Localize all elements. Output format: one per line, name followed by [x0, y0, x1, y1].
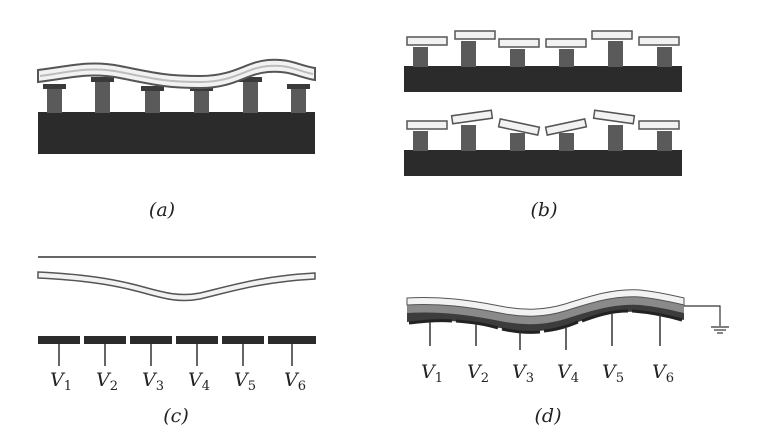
segment-b4-top	[545, 38, 587, 48]
actuator-a5	[243, 82, 258, 113]
voltage-label-c2: V2	[96, 369, 118, 394]
cap-a3	[141, 86, 164, 91]
electrode-d4	[543, 320, 579, 333]
mirror-facesheet-a-shade	[39, 64, 314, 84]
segmented-mirror-piston	[404, 30, 682, 92]
actuator-b4-bottom	[559, 133, 574, 151]
voltage-label-d1: V1	[421, 361, 443, 386]
ground-connection-d	[684, 305, 729, 334]
electrode-c1	[38, 336, 80, 344]
segment-b3-bottom	[497, 118, 541, 136]
segment-b1-bottom	[406, 120, 448, 130]
voltage-labels-c: V1 V2 V3 V4 V5 V6	[50, 369, 306, 394]
electrode-c4	[176, 336, 218, 344]
membrane-c	[37, 271, 316, 302]
segment-b2-bottom	[450, 109, 494, 125]
electrode-c5	[222, 336, 264, 344]
panel-label-c: (c)	[163, 405, 188, 427]
voltage-label-d6: V6	[652, 361, 674, 386]
actuator-a4	[194, 90, 209, 113]
segment-b6-bottom	[638, 120, 680, 130]
actuator-b5-top	[608, 41, 623, 67]
electrode-d5	[581, 309, 629, 323]
actuator-b2-bottom	[461, 125, 476, 151]
voltage-label-c6: V6	[284, 369, 306, 394]
actuator-b4-top	[559, 49, 574, 67]
segment-b1-top	[406, 36, 448, 46]
actuator-b1-top	[413, 47, 428, 67]
panel-d: V1 V2 V3 V4 V5 V6 (d)	[406, 289, 729, 427]
actuator-b6-bottom	[657, 131, 672, 151]
electrode-c6	[268, 336, 316, 344]
segment-b5-bottom	[592, 109, 636, 125]
actuator-b5-bottom	[608, 125, 623, 151]
cap-a5	[239, 77, 262, 82]
voltage-label-d2: V2	[467, 361, 489, 386]
electrode-d3	[501, 327, 541, 334]
actuator-a6	[291, 88, 306, 113]
panel-label-b: (b)	[531, 199, 558, 221]
substrate-a	[38, 112, 315, 154]
voltage-label-d4: V4	[557, 361, 579, 386]
segment-b4-bottom	[544, 118, 588, 136]
mirror-layer-d	[406, 289, 685, 317]
electrode-d1	[408, 319, 453, 325]
actuator-b6-top	[657, 47, 672, 67]
segment-b2-top	[454, 30, 496, 40]
actuator-b1-bottom	[413, 131, 428, 151]
substrate-b-bottom	[404, 150, 682, 176]
actuator-b3-bottom	[510, 133, 525, 151]
electrodes-c	[38, 336, 316, 344]
segmented-mirror-tilt	[404, 109, 682, 176]
electrode-d2	[455, 319, 499, 330]
panel-a: (a)	[37, 58, 316, 221]
mirror-facesheet-a	[37, 58, 316, 90]
voltage-label-d5: V5	[602, 361, 624, 386]
panel-label-a: (a)	[149, 199, 175, 221]
segment-b5-top	[591, 30, 633, 40]
electrode-c3	[130, 336, 172, 344]
actuator-b2-top	[461, 41, 476, 67]
electrode-c2	[84, 336, 126, 344]
ground-wire-d	[684, 305, 721, 326]
electrode-leads-c	[58, 344, 293, 366]
electrode-d6	[631, 309, 683, 322]
panel-b: (b)	[404, 30, 682, 221]
electrode-segments-d	[408, 309, 683, 334]
panel-c: V1 V2 V3 V4 V5 V6 (c)	[37, 256, 316, 427]
actuator-b3-top	[510, 49, 525, 67]
actuator-a3	[145, 90, 160, 113]
substrate-b-top	[404, 66, 682, 92]
voltage-label-c4: V4	[188, 369, 210, 394]
voltage-label-c5: V5	[234, 369, 256, 394]
actuator-a2	[95, 82, 110, 113]
cap-a2	[91, 77, 114, 82]
voltage-labels-d: V1 V2 V3 V4 V5 V6	[421, 361, 674, 386]
voltage-label-c1: V1	[50, 369, 72, 394]
cap-a6	[287, 84, 310, 89]
electrode-leads-d	[429, 314, 661, 350]
cap-a1	[43, 84, 66, 89]
actuator-a1	[47, 88, 62, 113]
segment-b6-top	[638, 36, 680, 46]
piezo-middle-layer-d	[407, 295, 684, 325]
voltage-label-d3: V3	[512, 361, 534, 386]
voltage-label-c3: V3	[142, 369, 164, 394]
actuators-a	[47, 82, 306, 113]
segment-b3-top	[498, 38, 540, 48]
panel-label-d: (d)	[535, 405, 562, 427]
